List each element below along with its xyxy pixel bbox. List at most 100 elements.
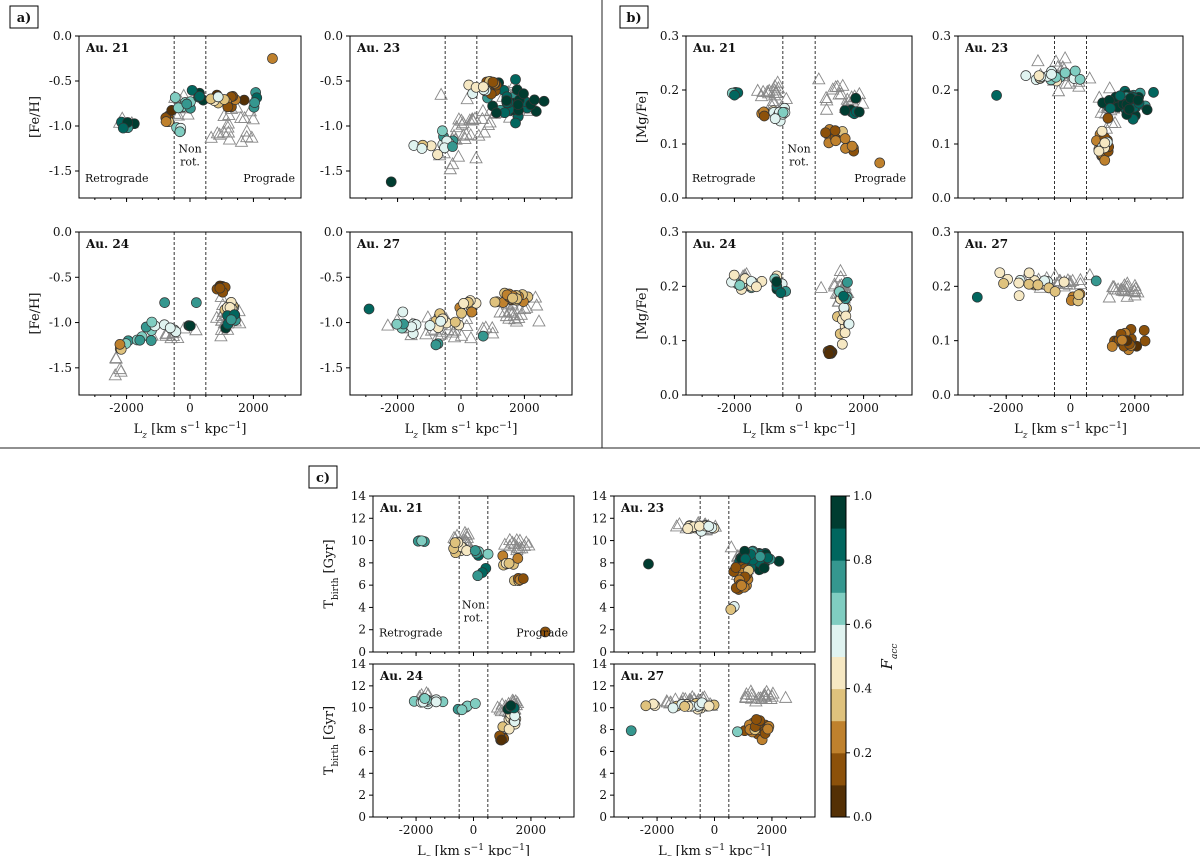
group-circle [518,88,529,100]
group-circle [469,545,481,556]
group-circle [703,520,715,532]
y-tick-label: -0.5 [320,74,343,88]
panel-label: b) [626,11,641,26]
unrecovered-triangle [517,301,532,314]
subplot: 0.0 0.1 0.2 0.3 -2000 0 2000 Au. 27 Lz [km s−1 k… [932,225,1184,441]
unrecovered-triangle [827,277,842,290]
unrecovered-triangle [1065,273,1080,286]
y-axis-label: Tbirth [Gyr] [322,539,341,608]
group-circle [456,704,468,716]
x-tick-label: 2000 [848,401,879,415]
halo-label: Au. 23 [356,41,400,55]
colorbar-segment [831,656,846,690]
group-circle [225,314,237,326]
unrecovered-triangle [434,327,449,340]
group-circle [640,700,652,712]
group-circle [725,604,737,615]
y-tick-label: 0.3 [660,225,679,239]
y-tick-label: 8 [358,723,366,737]
unrecovered-triangle [819,102,834,115]
group-circle [164,322,176,334]
unrecovered-triangle [449,119,464,133]
halo-label: Au. 21 [85,41,129,55]
group-circle [145,335,157,346]
y-tick-label: 2 [358,623,366,637]
unrecovered-triangle [246,112,260,125]
x-tick-label: 0 [186,401,194,415]
panel-label: a) [17,11,32,26]
plot-area [613,663,816,818]
group-circle [169,92,181,103]
panels-layer: 0.0 -0.5 -1.0 -1.5 Au. 21 [Fe/H] Retrograde Pro… [28,29,1184,856]
unrecovered-triangle [1102,290,1117,303]
group-circle [510,74,521,85]
colorbar-segment [831,784,846,818]
group-circle [1148,87,1159,98]
y-tick-label: 8 [599,556,607,570]
y-tick-label: 6 [358,744,366,758]
group-circle [1114,90,1126,102]
unrecovered-triangle [509,314,524,327]
unrecovered-triangle [419,327,433,340]
x-axis-label: Lz [km s−1 kpc−1] [417,843,530,856]
subplot: 0 2 4 6 8 10 12 14 Au. 21 Tbirth [Gyr] Retrograde P… [322,489,575,659]
group-circle [482,548,494,560]
y-tick-label: 0.0 [932,191,951,205]
colorbar-frame [830,495,847,818]
unrecovered-triangle [498,304,512,318]
y-tick-label: 0.1 [932,137,951,151]
y-tick-label: 14 [592,657,608,671]
group-circle [846,140,858,152]
unrecovered-triangle [1073,272,1088,285]
group-circle [754,551,766,562]
unrecovered-triangle [461,527,475,540]
unrecovered-triangle [762,83,776,96]
unrecovered-triangle [460,91,474,105]
group-circle [1123,103,1135,115]
colorbar-tick-label: 0.6 [853,617,872,631]
group-circle [114,339,126,350]
group-circle [751,281,762,293]
y-tick-label: 0.3 [932,29,951,43]
y-tick-label: 12 [351,511,366,525]
unrecovered-triangle [441,322,455,335]
x-tick-label: 0 [470,823,478,837]
group-circle [472,570,484,582]
group-circle [1073,289,1085,301]
group-circle [424,320,436,331]
x-tick-label: 0 [795,401,803,415]
colorbar-segment [831,528,846,561]
unrecovered-triangle [468,111,482,124]
group-circle [836,338,848,350]
colorbar-segment [831,752,846,786]
colorbar: 0.0 0.2 0.4 0.6 0.8 1.0 Facc [830,489,900,824]
halo-label: Au. 21 [379,501,423,515]
region-label: rot. [180,156,200,169]
group-circle [430,696,442,708]
unrecovered-triangle [519,535,534,548]
group-circle [839,327,851,339]
unrecovered-triangle [814,280,828,293]
colorbar-segment [831,496,846,529]
unrecovered-triangle [477,125,492,138]
y-tick-label: 0.0 [324,29,343,43]
y-tick-label: 0.1 [660,334,679,348]
y-tick-label: 0.2 [932,279,951,293]
x-tick-label: 0 [1067,401,1075,415]
plot-area [685,231,913,396]
unrecovered-triangle [459,127,474,140]
group-circle [994,267,1006,279]
y-tick-label: 0 [599,645,607,659]
halo-label: Au. 27 [620,669,664,683]
plot-marks [412,496,551,652]
unrecovered-triangle [1120,276,1135,289]
unrecovered-triangle [519,300,534,313]
y-tick-label: 2 [599,788,607,802]
plot-area [685,35,913,199]
group-circle [1032,279,1044,291]
unrecovered-triangle [221,116,236,129]
x-tick-label: -2000 [380,401,415,415]
unrecovered-triangle [506,305,520,318]
y-tick-label: 0.2 [660,83,679,97]
region-label: Prograde [243,172,295,185]
